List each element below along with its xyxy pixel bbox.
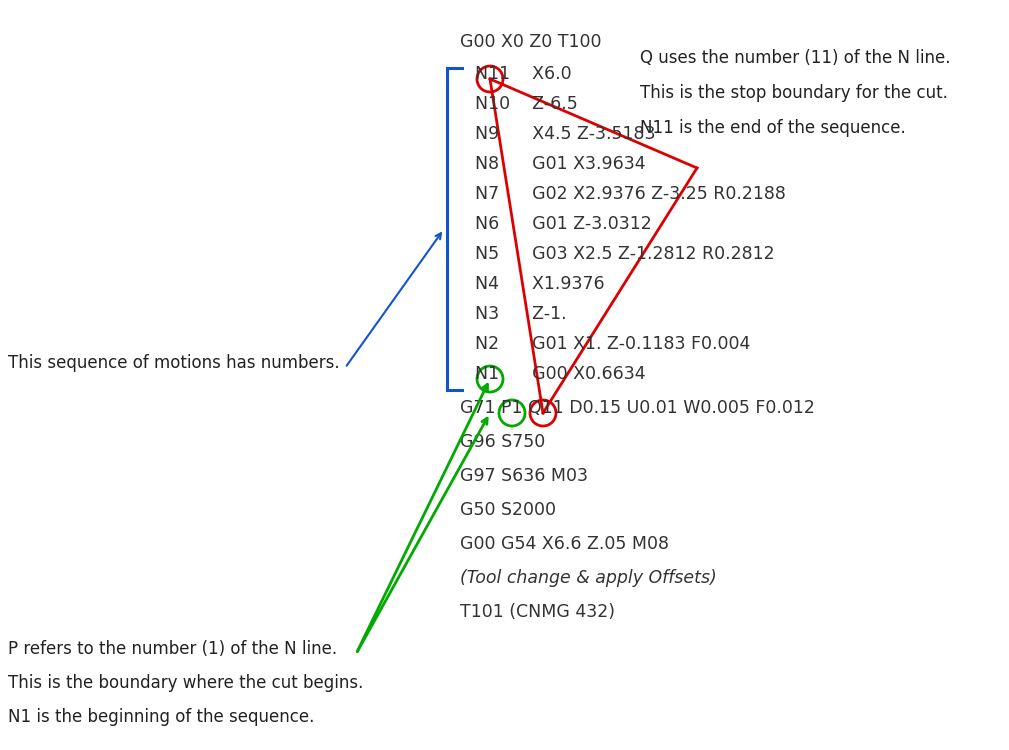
Text: N1 is the beginning of the sequence.: N1 is the beginning of the sequence. [8, 708, 315, 726]
Text: N2      G01 X1. Z-0.1183 F0.004: N2 G01 X1. Z-0.1183 F0.004 [475, 335, 751, 353]
Text: Q uses the number (11) of the N line.: Q uses the number (11) of the N line. [640, 49, 950, 67]
Text: N3      Z-1.: N3 Z-1. [475, 305, 567, 323]
Text: N8      G01 X3.9634: N8 G01 X3.9634 [475, 155, 646, 173]
Text: N4      X1.9376: N4 X1.9376 [475, 275, 604, 293]
Text: G50 S2000: G50 S2000 [460, 501, 556, 519]
Text: G00 G54 X6.6 Z.05 M08: G00 G54 X6.6 Z.05 M08 [460, 535, 669, 553]
Text: T101 (CNMG 432): T101 (CNMG 432) [460, 603, 615, 621]
Text: P refers to the number (1) of the N line.: P refers to the number (1) of the N line… [8, 640, 337, 658]
Text: N7      G02 X2.9376 Z-3.25 R0.2188: N7 G02 X2.9376 Z-3.25 R0.2188 [475, 185, 786, 203]
Text: N9      X4.5 Z-3.5183: N9 X4.5 Z-3.5183 [475, 125, 656, 143]
Text: G71 P1 Q11 D0.15 U0.01 W0.005 F0.012: G71 P1 Q11 D0.15 U0.01 W0.005 F0.012 [460, 399, 815, 417]
Text: This is the stop boundary for the cut.: This is the stop boundary for the cut. [640, 84, 947, 102]
Text: N11 is the end of the sequence.: N11 is the end of the sequence. [640, 119, 906, 137]
Text: This is the boundary where the cut begins.: This is the boundary where the cut begin… [8, 674, 363, 692]
Text: This sequence of motions has numbers.: This sequence of motions has numbers. [8, 354, 340, 372]
Text: G00 X0 Z0 T100: G00 X0 Z0 T100 [460, 33, 601, 51]
Text: N1      G00 X0.6634: N1 G00 X0.6634 [475, 365, 646, 383]
Text: N6      G01 Z-3.0312: N6 G01 Z-3.0312 [475, 215, 652, 233]
Text: (Tool change & apply Offsets): (Tool change & apply Offsets) [460, 569, 716, 587]
Text: N11    X6.0: N11 X6.0 [475, 65, 572, 83]
Text: N10    Z-6.5: N10 Z-6.5 [475, 95, 578, 113]
Text: G96 S750: G96 S750 [460, 433, 545, 451]
Text: G97 S636 M03: G97 S636 M03 [460, 467, 588, 485]
Text: N5      G03 X2.5 Z-1.2812 R0.2812: N5 G03 X2.5 Z-1.2812 R0.2812 [475, 245, 775, 263]
